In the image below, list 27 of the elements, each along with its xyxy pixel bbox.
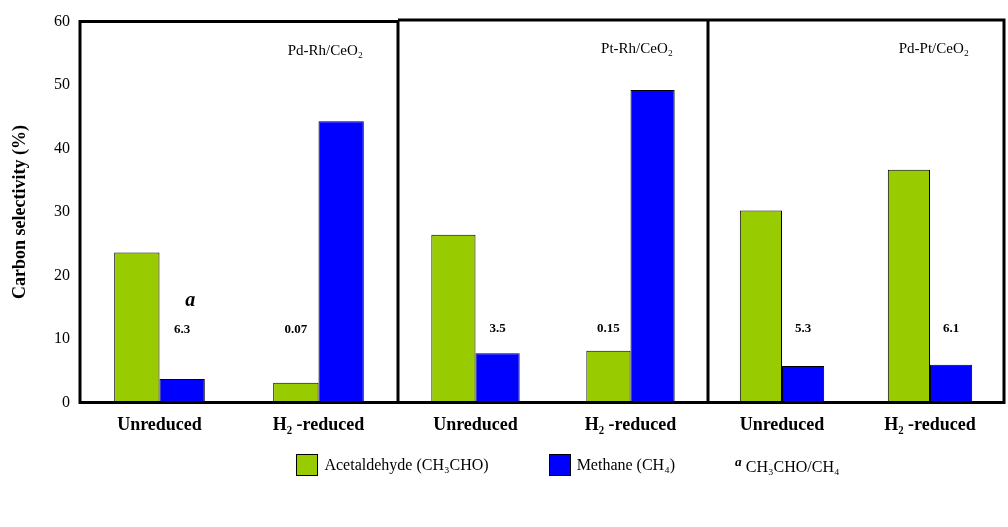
y-tick-label: 20 bbox=[54, 265, 70, 283]
legend-label: Methane (CH₄) bbox=[576, 456, 676, 475]
x-tick-label: Unreduced bbox=[433, 413, 518, 434]
y-tick-label: 40 bbox=[54, 138, 70, 156]
y-axis-title: Carbon selectivity (%) bbox=[9, 125, 31, 299]
annotation: 6.1 bbox=[942, 320, 960, 336]
annotation: a bbox=[185, 288, 196, 311]
y-tick-label: 10 bbox=[54, 329, 70, 347]
x-tick-label: H₂ -reduced bbox=[584, 413, 677, 434]
annotation: 5.3 bbox=[794, 320, 812, 336]
y-tick-label: 30 bbox=[54, 202, 70, 220]
annotation: 0.07 bbox=[284, 320, 308, 336]
x-tick-label: Unreduced bbox=[117, 413, 202, 434]
annotation: 6.3 bbox=[174, 320, 191, 336]
annotation: 0.15 bbox=[597, 320, 621, 336]
x-tick-label: H₂ -reduced bbox=[272, 413, 365, 434]
text: $^{a}$ CH₃CHO/CH₄ bbox=[735, 454, 840, 477]
text: Pt-Rh/CeO₂ bbox=[601, 40, 673, 57]
annotation: 3.5 bbox=[489, 320, 507, 336]
y-tick-label: 50 bbox=[54, 75, 70, 93]
text: Pd-Rh/CeO₂ bbox=[287, 42, 363, 59]
legend-label: Acetaldehyde (CH₃CHO) bbox=[324, 456, 489, 475]
text: Pd-Pt/CeO₂ bbox=[898, 40, 969, 57]
y-tick-label: 0 bbox=[62, 392, 70, 410]
x-tick-label: H₂ -reduced bbox=[884, 413, 976, 434]
y-tick-label: 60 bbox=[54, 11, 70, 29]
x-tick-label: Unreduced bbox=[739, 413, 825, 434]
